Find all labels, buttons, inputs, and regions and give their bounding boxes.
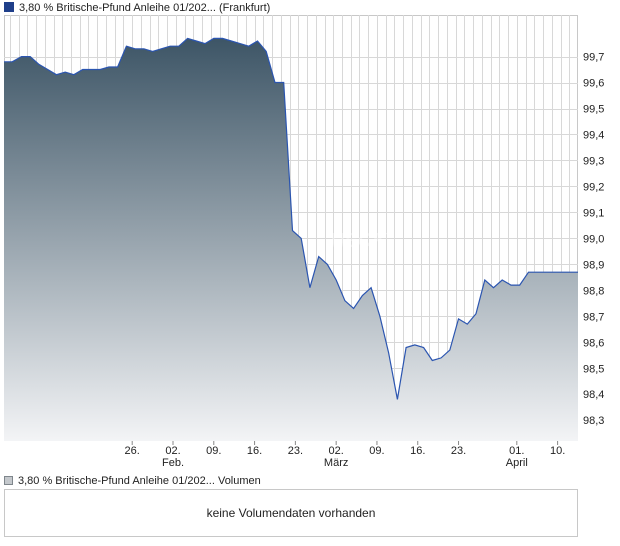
x-tick-label: 16.: [247, 445, 262, 457]
volume-legend: 3,80 % Britische-Pfund Anleihe 01/202...…: [4, 475, 261, 487]
price-legend-swatch: [4, 2, 14, 12]
y-tick-label: 99,7: [583, 52, 604, 64]
x-tick-label: 23.: [451, 445, 466, 457]
volume-legend-swatch: [4, 476, 13, 485]
x-month-label: Feb.: [162, 457, 184, 469]
y-tick-label: 99,2: [583, 181, 604, 193]
x-tick-label: 09.: [206, 445, 221, 457]
y-tick-label: 99,6: [583, 78, 604, 90]
x-tick-label: 01.: [509, 445, 524, 457]
x-tick-label: 02.: [165, 445, 180, 457]
price-legend-label: 3,80 % Britische-Pfund Anleihe 01/202...…: [19, 2, 271, 14]
price-chart: HECK 99,7 99,6 99,5 99,4 99,3 99,2 99,1 99,0 98,…: [4, 15, 604, 469]
y-axis: 99,7 99,6 99,5 99,4 99,3 99,2 99,1 99,0 98,9 98,8…: [583, 52, 604, 428]
y-tick-label: 98,6: [583, 337, 604, 349]
x-tick-label: 10.: [550, 445, 565, 457]
y-tick-label: 98,7: [583, 311, 604, 323]
no-volume-message: keine Volumendaten vorhanden: [206, 506, 376, 520]
y-tick-label: 99,4: [583, 129, 604, 141]
y-tick-label: 98,5: [583, 363, 604, 375]
y-tick-label: 99,3: [583, 155, 604, 167]
watermark: HECK: [330, 230, 388, 252]
x-month-label: April: [506, 457, 528, 469]
y-tick-label: 99,0: [583, 233, 604, 245]
y-tick-label: 99,5: [583, 104, 604, 116]
x-tick-label: 16.: [410, 445, 425, 457]
price-line: [4, 37, 578, 400]
y-tick-label: 98,8: [583, 285, 604, 297]
x-tick-label: 23.: [288, 445, 303, 457]
y-tick-label: 98,4: [583, 389, 604, 401]
price-legend: 3,80 % Britische-Pfund Anleihe 01/202...…: [4, 2, 270, 14]
y-tick-label: 99,1: [583, 207, 604, 219]
y-tick-label: 98,3: [583, 415, 604, 427]
x-tick-label: 02.: [329, 445, 344, 457]
x-month-label: März: [324, 457, 348, 469]
y-tick-label: 98,9: [583, 259, 604, 271]
volume-legend-label: 3,80 % Britische-Pfund Anleihe 01/202...…: [18, 475, 261, 487]
x-tick-label: 26.: [125, 445, 140, 457]
volume-panel: keine Volumendaten vorhanden: [4, 489, 578, 537]
price-area: [4, 38, 578, 442]
x-tick-label: 09.: [369, 445, 384, 457]
